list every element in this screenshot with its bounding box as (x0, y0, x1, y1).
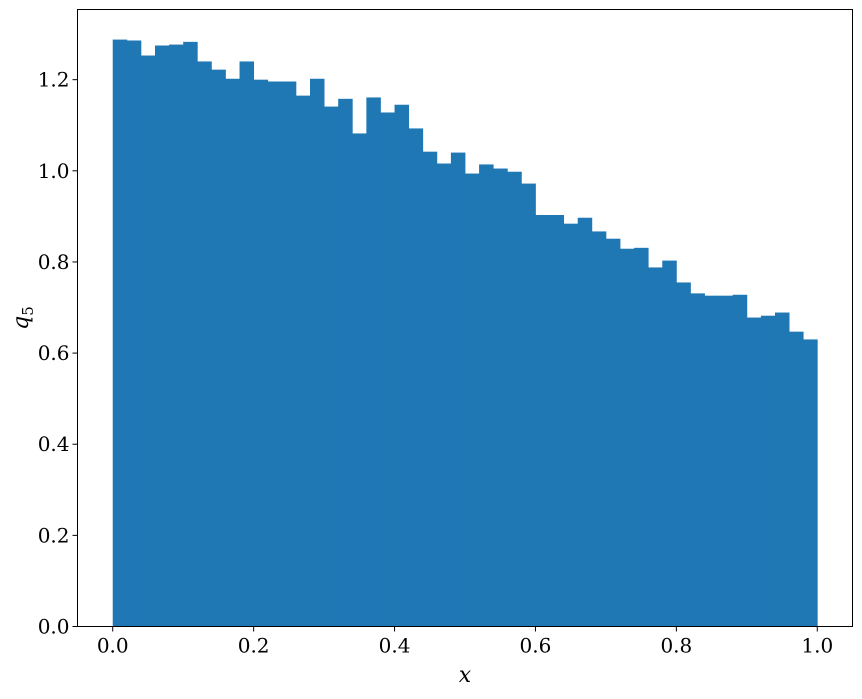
y-tick-label: 1.2 (38, 68, 70, 92)
histogram-bar (591, 231, 607, 627)
histogram-bar (183, 41, 198, 627)
histogram-bar (718, 295, 734, 627)
histogram-bar (380, 112, 395, 627)
histogram-bar (281, 81, 297, 627)
histogram-bar (521, 183, 536, 627)
y-tick-label: 0.6 (38, 341, 70, 365)
histogram-bar (648, 267, 663, 627)
x-ticks: 0.0 0.2 0.4 0.6 0.8 1.0 (97, 626, 833, 658)
y-tick-label: 0.0 (38, 615, 70, 639)
histogram-bar (140, 55, 156, 627)
histogram-bar (549, 215, 565, 627)
histogram-bar (803, 339, 818, 627)
axes-frame (77, 9, 853, 627)
histogram-bar (605, 238, 621, 627)
histogram-bar (394, 104, 410, 627)
histogram-bar (690, 293, 705, 627)
histogram-bar (746, 317, 762, 627)
histogram-bar (732, 294, 748, 627)
histogram-bar (436, 163, 452, 627)
histogram-bar (338, 98, 353, 627)
histogram-bar (155, 45, 170, 627)
histogram-bar (239, 61, 255, 627)
histogram-bar (789, 331, 804, 627)
histogram-bar (267, 81, 283, 627)
histogram-bar (563, 223, 579, 627)
histogram-bar (310, 78, 325, 627)
x-tick-label: 0.6 (520, 634, 552, 658)
y-axis-label-subscript: 5 (19, 306, 37, 316)
bars (112, 39, 818, 627)
histogram-bar (211, 69, 226, 627)
y-tick-label: 1.0 (38, 159, 70, 183)
histogram-bar (408, 128, 424, 627)
x-tick-label: 1.0 (801, 634, 833, 658)
histogram-bar (507, 171, 522, 627)
x-tick-label: 0.8 (660, 634, 692, 658)
histogram-bar (366, 97, 381, 627)
histogram-bar (169, 44, 184, 627)
histogram-bar (662, 260, 677, 627)
histogram-bar (577, 217, 593, 627)
histogram-bar (465, 173, 480, 627)
histogram-bar (535, 215, 550, 627)
histogram-bar (225, 78, 240, 627)
histogram-bar (324, 106, 339, 627)
histogram-bar (704, 295, 720, 627)
x-tick-label: 0.0 (97, 634, 129, 658)
histogram-bar (620, 248, 635, 627)
x-axis-label: x (459, 663, 472, 688)
y-ticks: 0.0 0.2 0.4 0.6 0.8 1.0 1.2 (38, 68, 78, 639)
histogram-bar (676, 282, 691, 627)
y-tick-label: 0.2 (38, 523, 70, 547)
y-tick-label: 0.4 (38, 432, 70, 456)
histogram-bar (450, 152, 466, 627)
histogram-bar (295, 95, 311, 627)
histogram-bar (352, 133, 367, 627)
x-tick-label: 0.4 (379, 634, 411, 658)
x-tick-label: 0.2 (238, 634, 270, 658)
histogram-bar (253, 79, 269, 627)
histogram-bar (493, 168, 508, 627)
y-axis-label: q5 (9, 306, 37, 330)
histogram-bar (775, 312, 790, 627)
histogram-bar (479, 164, 494, 627)
y-tick-label: 0.8 (38, 250, 70, 274)
histogram-bar (112, 39, 128, 627)
histogram-bar (760, 315, 776, 627)
histogram-bar (634, 247, 649, 627)
histogram-bar (126, 40, 142, 627)
y-axis-label-main: q (9, 316, 34, 330)
histogram-bar (422, 151, 438, 627)
histogram-bar (197, 61, 212, 627)
